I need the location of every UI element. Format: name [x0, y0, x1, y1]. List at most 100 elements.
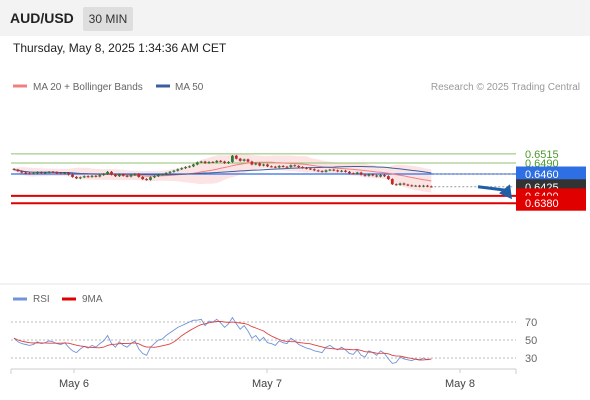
candle — [351, 173, 355, 175]
candle — [262, 164, 265, 166]
candle — [160, 174, 164, 176]
ma50-line — [13, 166, 432, 176]
candle — [305, 167, 308, 169]
timestamp: Thursday, May 8, 2025 1:34:36 AM CET — [13, 41, 227, 55]
x-tick-label: May 7 — [252, 378, 282, 390]
candle — [328, 169, 332, 171]
level-0-6460-label: 0.6460 — [525, 169, 559, 181]
copyright-label: Research © 2025 Trading Central — [431, 82, 580, 93]
rsi-legend-label: RSI — [33, 294, 50, 305]
candle — [51, 171, 55, 173]
candle — [429, 186, 433, 188]
candle — [281, 165, 285, 167]
candle — [258, 163, 262, 166]
level-0-6380-tag — [516, 195, 586, 211]
candle — [289, 165, 293, 168]
candle — [86, 176, 90, 178]
candle — [410, 185, 414, 187]
candle — [110, 171, 113, 175]
candle — [336, 170, 340, 172]
candle — [184, 167, 187, 169]
candle — [199, 161, 203, 163]
candle — [153, 176, 156, 178]
candle — [422, 185, 425, 187]
candle — [371, 174, 375, 176]
candle — [75, 176, 78, 179]
candle — [418, 185, 421, 187]
candle — [207, 161, 211, 164]
candle — [324, 170, 328, 172]
candle — [348, 171, 351, 174]
rsi-ma-legend-label: 9MA — [82, 294, 103, 305]
candle — [180, 168, 184, 170]
candle — [390, 179, 394, 185]
candle — [238, 158, 242, 161]
candle — [312, 169, 316, 171]
candle — [137, 174, 141, 177]
candle — [24, 172, 28, 174]
candle — [12, 168, 16, 170]
candle — [231, 155, 234, 162]
rsi-tick-70: 70 — [525, 317, 537, 329]
candle — [98, 175, 102, 177]
level-0-6380-label: 0.6380 — [525, 198, 559, 210]
candle — [36, 172, 39, 174]
rsi-tick-30: 30 — [525, 353, 537, 365]
candle — [211, 161, 215, 163]
candle — [285, 166, 289, 168]
level-0-6515-label: 0.6515 — [525, 149, 559, 161]
candle — [383, 175, 386, 177]
candle — [82, 176, 86, 178]
candle — [39, 172, 43, 174]
candle — [63, 172, 67, 174]
candle — [125, 175, 129, 177]
candle — [78, 177, 82, 179]
candle — [414, 185, 418, 187]
candle — [59, 173, 63, 175]
candle — [254, 163, 258, 165]
candle — [375, 175, 379, 177]
candle — [145, 179, 148, 181]
candle — [394, 184, 398, 186]
candle — [43, 172, 47, 174]
candle — [426, 185, 429, 187]
candle — [55, 172, 59, 174]
candle — [195, 162, 199, 165]
level-0-6460-tag — [516, 166, 586, 182]
candle — [301, 167, 304, 169]
candle — [273, 166, 277, 168]
candle — [270, 166, 273, 168]
candle — [266, 164, 269, 167]
candle — [250, 161, 254, 165]
candle — [332, 169, 336, 171]
candle — [293, 165, 297, 167]
candle — [309, 168, 312, 170]
candle — [219, 160, 223, 162]
candle — [16, 169, 20, 172]
candle — [234, 155, 238, 159]
candle — [121, 174, 125, 176]
candle — [141, 176, 145, 180]
timeframe-button[interactable]: 30 MIN — [83, 7, 133, 31]
candle — [203, 161, 207, 164]
candle — [320, 171, 324, 173]
rsi-ma-line — [13, 320, 432, 361]
candle — [117, 174, 121, 177]
candle — [168, 171, 172, 173]
candle — [277, 165, 281, 168]
candle — [223, 161, 226, 164]
candle — [355, 172, 359, 174]
candle — [156, 174, 160, 177]
candle — [215, 160, 219, 163]
candle — [242, 159, 246, 161]
candle — [28, 173, 31, 175]
candle — [387, 176, 390, 180]
candle — [227, 161, 230, 164]
candle — [188, 166, 191, 168]
projection-arrow-head — [499, 184, 512, 200]
candle — [114, 174, 117, 177]
candle — [47, 171, 51, 173]
candle — [344, 170, 347, 172]
candle — [67, 172, 70, 175]
